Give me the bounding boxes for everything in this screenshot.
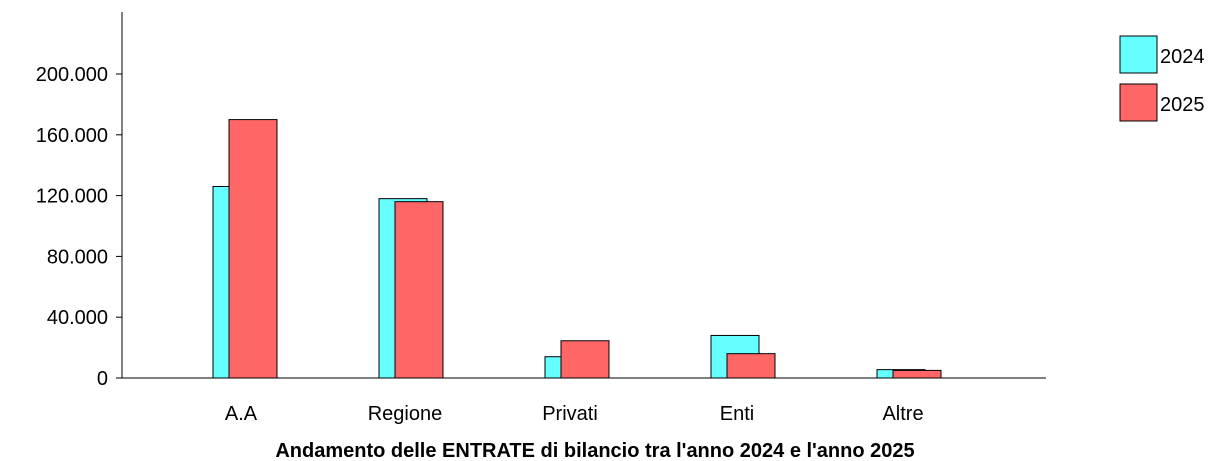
chart-title: Andamento delle ENTRATE di bilancio tra …	[275, 440, 914, 461]
legend-label: 2024	[1160, 46, 1205, 68]
y-tick-label: 40.000	[47, 307, 108, 329]
legend-label: 2025	[1160, 94, 1205, 116]
bars-group	[212, 119, 942, 379]
bar-2025	[560, 340, 610, 379]
y-axis-ticks: 0 40.000 80.000 120.000 160.000 200.000	[36, 64, 122, 390]
y-tick-label: 0	[97, 368, 108, 390]
y-tick-label: 80.000	[47, 246, 108, 268]
legend-swatch	[1119, 35, 1158, 74]
y-tick-label: 160.000	[36, 125, 108, 147]
x-tick-label: Enti	[720, 403, 754, 425]
bar-2025	[394, 201, 444, 379]
y-tick-label: 200.000	[36, 64, 108, 86]
bar-2025	[726, 353, 776, 379]
x-tick-label: Altre	[882, 403, 923, 425]
x-tick-label: A.A	[225, 403, 258, 425]
bar-2025	[228, 119, 278, 379]
legend-swatch	[1119, 83, 1158, 122]
x-tick-label: Privati	[542, 403, 598, 425]
y-tick-label: 120.000	[36, 186, 108, 208]
x-tick-label: Regione	[368, 403, 443, 425]
x-axis-labels: A.A Regione Privati Enti Altre	[225, 403, 924, 425]
bar-2025	[892, 369, 942, 379]
legend: 2024 2025	[1119, 35, 1205, 122]
